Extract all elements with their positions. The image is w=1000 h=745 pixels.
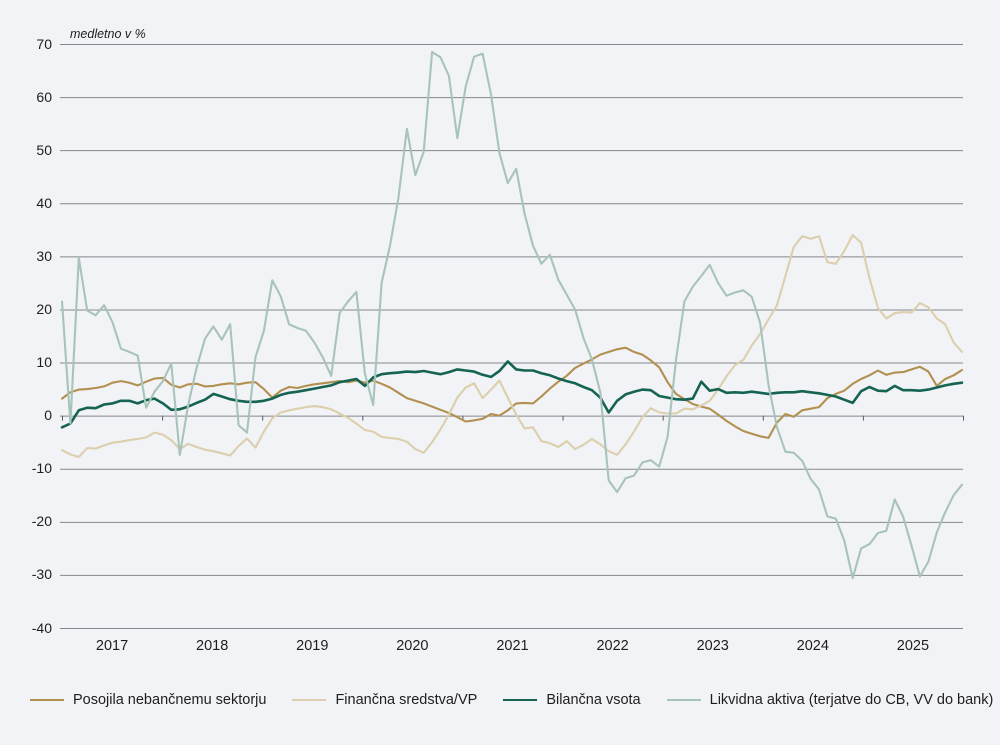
y-tick-label: 10 xyxy=(36,354,52,371)
legend-line-bilancna-swatch xyxy=(503,699,538,701)
y-tick-label: 70 xyxy=(36,35,52,52)
legend-label-posojila: Posojila nebančnemu sektorju xyxy=(73,692,267,708)
x-year-label: 2022 xyxy=(596,638,629,654)
y-tick-label: 50 xyxy=(36,141,52,158)
legend-label-likvidna: Likvidna aktiva (terjatve do CB, VV do b… xyxy=(709,692,994,708)
x-year-label: 2024 xyxy=(796,638,829,654)
series-line-financna xyxy=(60,234,964,459)
y-tick-label: -20 xyxy=(31,513,52,530)
series-line-posojila xyxy=(60,346,964,439)
legend-line-posojila-swatch xyxy=(30,699,64,701)
x-year-label: 2017 xyxy=(95,638,129,654)
legend-line-likvidna-swatch xyxy=(666,699,701,701)
legend-item-posojila: Posojila nebančnemu sektorju xyxy=(30,692,266,708)
legend-line-financna-swatch xyxy=(292,699,327,701)
chart-legend: Posojila nebančnemu sektorju Finančna sr… xyxy=(30,692,993,708)
series-line-bilancna xyxy=(60,360,964,429)
x-year-label: 2023 xyxy=(696,638,729,654)
x-year-label: 2025 xyxy=(896,638,930,654)
y-tick-label: 40 xyxy=(36,194,52,211)
legend-item-likvidna: Likvidna aktiva (terjatve do CB, VV do b… xyxy=(666,692,994,708)
x-year-label: 2019 xyxy=(296,638,329,654)
y-tick-label: -40 xyxy=(31,619,52,636)
y-tick-label: -30 xyxy=(31,566,52,583)
y-tick-label: 0 xyxy=(44,407,52,424)
x-year-label: 2018 xyxy=(196,638,229,654)
chart-unit-note: medletno v % xyxy=(70,27,146,41)
y-tick-label: -10 xyxy=(31,460,52,477)
y-tick-label: 60 xyxy=(36,88,52,105)
legend-item-bilancna: Bilančna vsota xyxy=(503,692,641,708)
y-tick-label: 30 xyxy=(36,247,52,264)
y-tick-label: 20 xyxy=(36,300,52,317)
legend-item-financna: Finančna sredstva/VP xyxy=(292,692,477,708)
x-year-label: 2021 xyxy=(496,638,529,654)
legend-label-financna: Finančna sredstva/VP xyxy=(335,692,478,708)
legend-label-bilancna: Bilančna vsota xyxy=(546,692,641,708)
x-year-label: 2020 xyxy=(396,638,429,654)
series-line-likvidna xyxy=(60,50,964,580)
